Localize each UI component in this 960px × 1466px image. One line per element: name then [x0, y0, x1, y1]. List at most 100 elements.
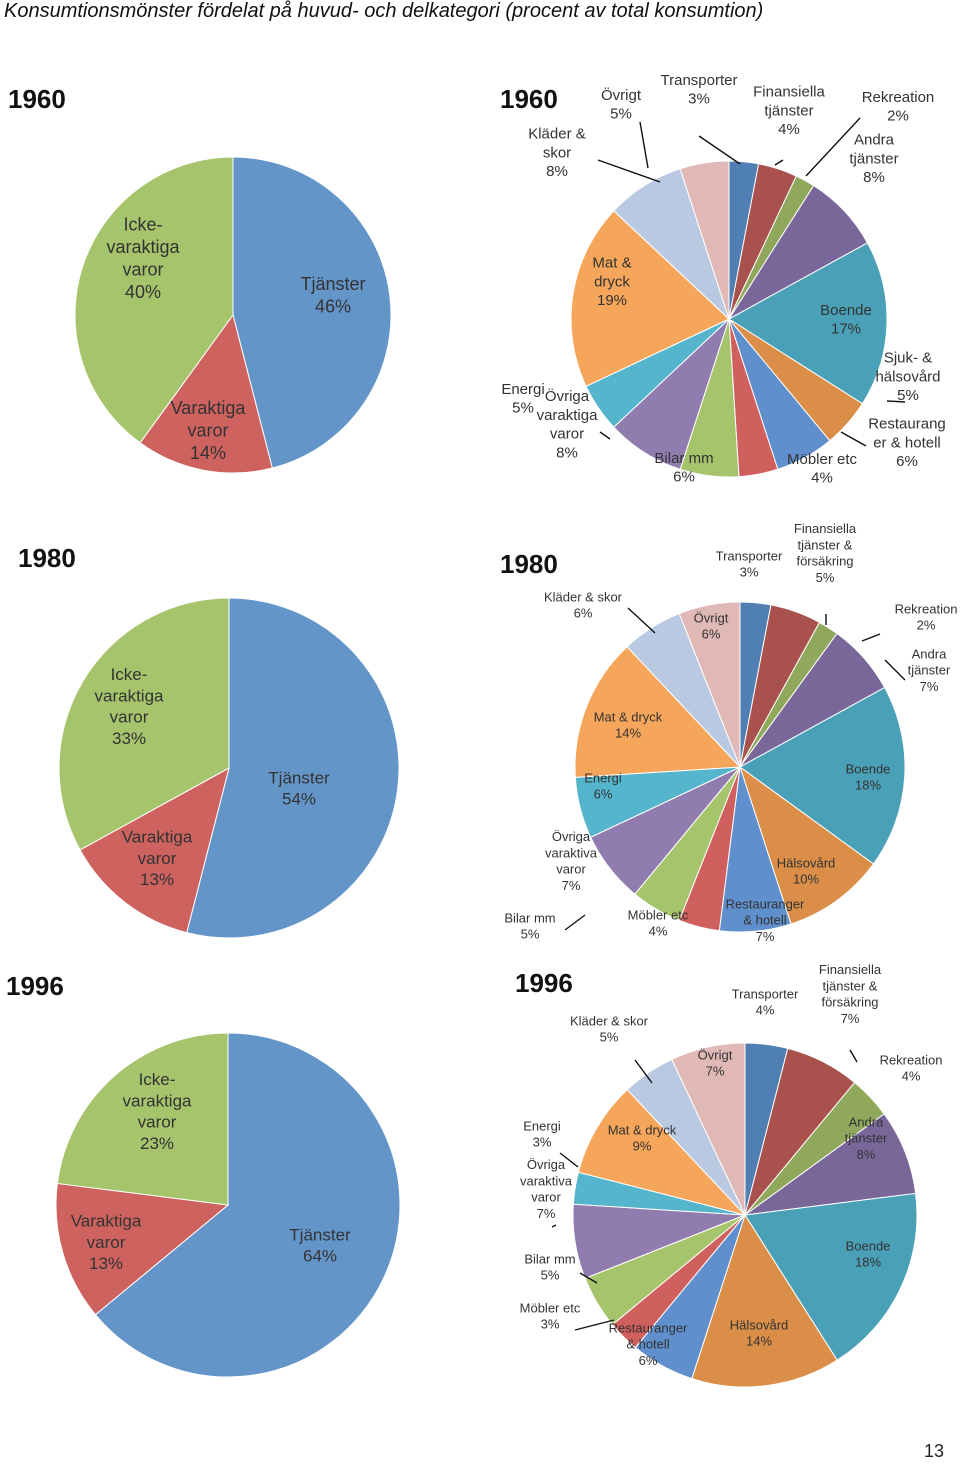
slice-label-halsovard: Hälsovård 10% [777, 855, 836, 886]
pie-slice-icke-varaktiga-varor [74, 156, 234, 444]
slice-label-varaktiga-varor: Varaktiga varor 13% [122, 828, 193, 890]
leader-line-andra-tjanster [884, 659, 906, 681]
slice-label-mobler-etc: Möbler etc 4% [787, 451, 858, 487]
slice-label-energi: Energi 6% [584, 770, 622, 801]
slice-label-icke-varaktiga-varor: Icke-varaktiga varor 33% [95, 665, 165, 748]
pie-slice-mat-and-dryck [574, 646, 742, 778]
leader-line-energi [559, 1152, 579, 1168]
leader-line-bilar-mm [564, 914, 586, 931]
slice-label-ovriga-varaktiva-varor: Övriga varaktiva varor 7% [545, 829, 598, 893]
leader-line-restaurang-er-and-hotell [840, 431, 867, 447]
slice-label-varaktiga-varor: Varaktiga varor 13% [71, 1212, 142, 1274]
leader-line-finansiella-tjanster [774, 159, 784, 166]
leader-line-finansiella-tjanster-and-forsakring [849, 1049, 858, 1063]
pie-slice-tjanster [94, 1032, 401, 1378]
slice-label-transporter: Transporter 4% [732, 986, 799, 1017]
slice-label-ovrigt: Övrigt 7% [698, 1047, 733, 1078]
slice-label-finansiella-tjanster-and-forsakring: Finansiella tjänster & försäkring 7% [819, 962, 882, 1026]
slice-label-ovrigt: Övrigt 6% [694, 610, 729, 641]
slice-label-restauranger-and-hotell: Restauranger & hotell 7% [726, 896, 805, 944]
slice-label-mat-and-dryck: Mat & dryck 19% [592, 255, 631, 310]
slice-label-andra-tjanster: Andra tjänster 7% [908, 646, 951, 694]
leader-line-klader-and-skor [627, 607, 656, 634]
slice-label-bilar-mm: Bilar mm 5% [504, 910, 555, 941]
leader-line-klader-and-skor [597, 159, 661, 183]
slice-label-boende: Boende 17% [820, 302, 872, 338]
slice-label-tjanster: Tjänster 46% [300, 274, 365, 317]
slice-label-mat-and-dryck: Mat & dryck 14% [594, 709, 663, 740]
leader-line-ovrigt [639, 121, 649, 169]
leader-line-rekreation [805, 117, 861, 177]
slice-label-ovriga-varaktiga-varor: Övriga varaktiga varor 8% [537, 387, 599, 461]
slice-label-transporter: Transporter 3% [716, 548, 783, 579]
slice-label-energi: Energi 3% [523, 1118, 561, 1149]
pie-slice-varaktiga-varor [79, 767, 230, 934]
slice-label-mobler-etc: Möbler etc 4% [628, 907, 689, 938]
pie-slice-icke-varaktiga-varor [56, 1032, 229, 1206]
sub-1980-year-title: 1980 [500, 549, 558, 579]
pie-slice-mat-and-dryck [570, 210, 730, 387]
main-1996-year-title: 1996 [6, 971, 64, 1001]
pie-slice-halsovard [691, 1213, 838, 1388]
leader-line-mobler-etc [574, 1319, 615, 1331]
leader-line-klader-and-skor [634, 1059, 653, 1084]
slice-label-icke-varaktiga-varor: Icke-varaktiga varor 40% [106, 215, 180, 302]
main-1960-pie [74, 156, 392, 474]
slice-label-boende: Boende 18% [846, 1238, 891, 1269]
slice-label-finansiella-tjanster-and-forsakring: Finansiella tjänster & försäkring 5% [794, 521, 857, 585]
slice-label-restauranger-and-hotell: Restauranger & hotell 6% [609, 1320, 688, 1368]
pie-slice-boende [728, 242, 888, 405]
main-1960-year-title: 1960 [8, 84, 66, 114]
slice-label-klader-and-skor: Kläder & skor 8% [528, 126, 586, 181]
slice-label-varaktiga-varor: Varaktiga varor 14% [171, 398, 247, 463]
leader-line-ovriga-varaktiga-varor [599, 431, 611, 440]
slice-label-ovrigt: Övrigt 5% [601, 86, 642, 123]
slice-label-tjanster: Tjänster 54% [268, 768, 330, 808]
slice-label-sjuk-and-halsovard: Sjuk- & hälsovård 5% [875, 350, 940, 405]
leader-line-rekreation [861, 633, 881, 642]
pie-slice-varaktiga-varor [55, 1182, 230, 1316]
slice-label-energi: Energi 5% [501, 381, 544, 417]
sub-1996-pie [572, 1042, 918, 1388]
sub-1996-year-title: 1996 [515, 968, 573, 998]
pie-slice-varaktiga-varor [139, 313, 273, 474]
slice-label-restaurang-er-and-hotell: Restaurang er & hotell 6% [868, 416, 946, 471]
leader-line-ovriga-varaktiva-varor [551, 1224, 557, 1228]
page-number: 13 [924, 1441, 945, 1461]
leader-line-bilar-mm [579, 1272, 598, 1284]
pie-slice-mat-and-dryck [577, 1088, 747, 1216]
slice-label-andra-tjanster: Andra tjänster 8% [845, 1114, 888, 1162]
pie-slice-icke-varaktiga-varor [58, 597, 230, 851]
pie-slice-tjanster [232, 156, 392, 469]
slice-label-ovriga-varaktiva-varor: Övriga varaktiva varor 7% [520, 1157, 573, 1221]
slice-label-rekreation: Rekreation 2% [895, 601, 958, 632]
slice-label-rekreation: Rekreation 2% [862, 89, 935, 125]
slice-label-rekreation: Rekreation 4% [880, 1052, 943, 1083]
pie-slice-boende [739, 686, 906, 865]
slice-label-andra-tjanster: Andra tjänster 8% [849, 132, 898, 187]
leader-line-transporter [698, 135, 741, 165]
slice-label-bilar-mm: Bilar mm 5% [524, 1251, 575, 1282]
page-title: Konsumtionsmönster fördelat på huvud- oc… [4, 0, 764, 22]
leader-line-sjuk-and-halsovard [886, 400, 906, 403]
pie-slice-ovrigt [679, 160, 730, 320]
pie-slice-boende [744, 1192, 918, 1361]
pie-slice-ovrigt [671, 1042, 746, 1216]
slice-label-finansiella-tjanster: Finansiella tjänster 4% [753, 84, 825, 139]
pie-slice-tjanster [186, 597, 400, 939]
slice-label-halsovard: Hälsovård 14% [730, 1317, 789, 1348]
main-1996-pie [55, 1032, 401, 1378]
sub-1960-year-title: 1960 [500, 84, 558, 114]
main-1980-year-title: 1980 [18, 543, 76, 573]
slice-label-boende: Boende 18% [846, 761, 891, 792]
sub-1960-pie [570, 160, 888, 478]
pie-slice-halsovard [739, 765, 875, 925]
slice-label-klader-and-skor: Kläder & skor 6% [544, 589, 623, 620]
main-1980-pie [58, 597, 400, 939]
slice-label-transporter: Transporter 3% [661, 72, 738, 108]
pie-slice-ovrigt [678, 601, 741, 768]
slice-label-tjanster: Tjänster 64% [289, 1225, 351, 1265]
sub-1980-pie [574, 601, 906, 933]
slice-label-bilar-mm: Bilar mm 6% [654, 450, 713, 486]
